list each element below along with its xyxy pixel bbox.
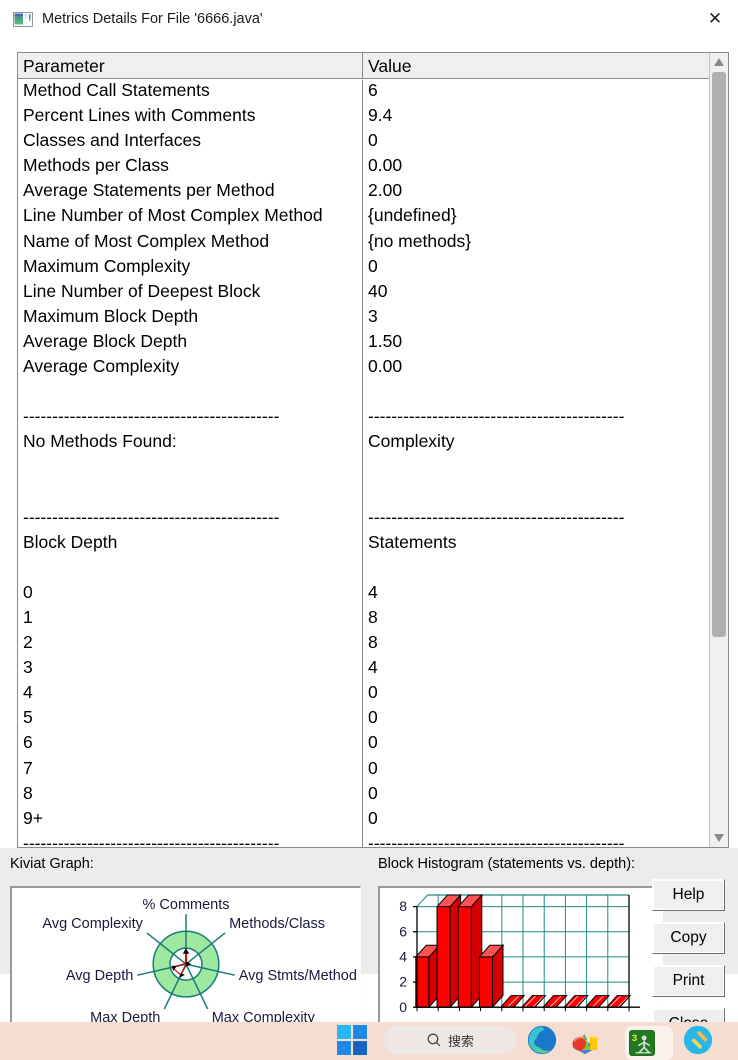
svg-text:0: 0 [399, 999, 407, 1015]
svg-text:6: 6 [399, 923, 407, 939]
svg-text:Avg Stmts/Method: Avg Stmts/Method [239, 968, 357, 984]
svg-text:Max Complexity: Max Complexity [212, 1010, 316, 1022]
svg-text:3: 3 [632, 1032, 637, 1042]
svg-text:2: 2 [399, 974, 407, 990]
svg-text:Methods/Class: Methods/Class [229, 916, 325, 932]
svg-text:8: 8 [399, 898, 407, 914]
svg-text:Avg Complexity: Avg Complexity [42, 916, 143, 932]
svg-text:4: 4 [399, 949, 407, 965]
svg-text:% Comments: % Comments [142, 897, 229, 913]
svg-text:Max Depth: Max Depth [90, 1010, 160, 1022]
svg-text:Avg Depth: Avg Depth [66, 968, 133, 984]
